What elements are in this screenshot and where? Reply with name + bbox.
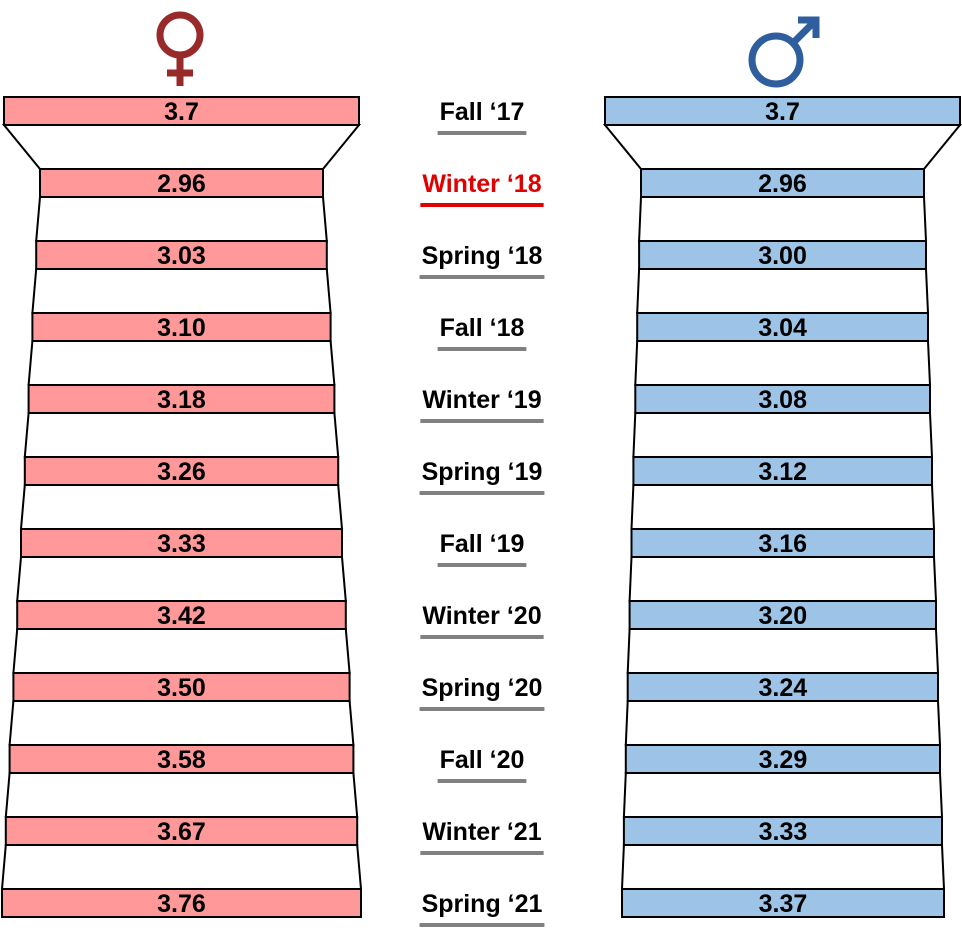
male-gpa-bar xyxy=(621,888,945,918)
term-label: Spring ‘19 xyxy=(422,458,543,486)
female-ladder-connector xyxy=(12,628,351,674)
male-symbol-icon xyxy=(748,16,820,88)
male-gpa-value: 3.33 xyxy=(759,818,808,846)
female-ladder-connector xyxy=(31,268,332,314)
female-ladder-connector xyxy=(16,556,347,602)
male-ladder-connector xyxy=(622,772,944,818)
female-gpa-bar xyxy=(39,168,324,198)
male-ladder-connector xyxy=(630,484,936,530)
male-gpa-bar xyxy=(640,168,925,198)
female-ladder-connector xyxy=(27,340,336,386)
male-ladder-connector xyxy=(628,556,938,602)
male-gpa-bar xyxy=(622,816,944,846)
female-gpa-value: 3.10 xyxy=(157,314,206,342)
female-gpa-value: 3.7 xyxy=(164,98,199,126)
female-gpa-value: 3.33 xyxy=(157,530,206,558)
female-gpa-bar xyxy=(35,240,328,270)
male-gpa-value: 3.20 xyxy=(758,602,807,630)
female-gpa-bar xyxy=(8,744,355,774)
female-gpa-value: 3.76 xyxy=(157,890,206,918)
term-label: Fall ‘18 xyxy=(440,314,525,342)
male-gpa-bar xyxy=(626,672,939,702)
female-gpa-value: 3.50 xyxy=(157,674,206,702)
female-gpa-bar xyxy=(16,600,347,630)
male-gpa-value: 3.37 xyxy=(759,890,808,918)
female-gpa-value: 2.96 xyxy=(157,170,206,198)
male-gpa-bar xyxy=(624,744,941,774)
term-label: Spring ‘20 xyxy=(422,674,543,702)
male-ladder-connector xyxy=(632,412,934,458)
female-gpa-bar xyxy=(23,456,340,486)
female-gpa-value: 3.03 xyxy=(157,242,206,270)
male-gpa-bar xyxy=(604,96,961,126)
female-gpa-bar xyxy=(4,816,359,846)
female-gpa-bar xyxy=(3,96,360,126)
female-gpa-value: 3.26 xyxy=(157,458,206,486)
male-gpa-value: 3.24 xyxy=(759,674,808,702)
female-gpa-value: 3.67 xyxy=(157,818,206,846)
female-ladder: 3.7 2.96 3.03 3.10 3.18 3.26 3.33 3.42 3.50 3.58 3… xyxy=(0,96,363,918)
male-ladder-connector xyxy=(634,340,932,386)
male-ladder-connector xyxy=(638,196,928,242)
female-ladder-connector xyxy=(4,772,359,818)
male-gpa-value: 3.12 xyxy=(758,458,807,486)
male-ladder-connector xyxy=(636,268,930,314)
term-label: Fall ‘19 xyxy=(440,530,525,558)
term-label: Winter ‘20 xyxy=(422,602,541,630)
term-label: Spring ‘21 xyxy=(422,890,543,918)
female-gpa-value: 3.42 xyxy=(157,602,206,630)
male-ladder-connector xyxy=(620,844,946,890)
male-gpa-value: 3.00 xyxy=(758,242,807,270)
male-ladder: 3.7 2.96 3.00 3.04 3.08 3.12 3.16 3.20 3.24 3.29 3… xyxy=(602,96,962,918)
male-gpa-value: 3.08 xyxy=(758,386,807,414)
female-gpa-bar xyxy=(1,888,362,918)
female-ladder-connector xyxy=(23,412,340,458)
male-gpa-bar xyxy=(630,528,935,558)
female-gpa-bar xyxy=(31,312,332,342)
term-label: Spring ‘18 xyxy=(422,242,543,270)
term-label: Fall ‘17 xyxy=(440,98,525,126)
male-ladder-connector xyxy=(624,700,942,746)
female-gpa-bar xyxy=(27,384,336,414)
female-ladder-connector xyxy=(1,124,362,170)
female-gpa-bar xyxy=(12,672,351,702)
male-gpa-bar xyxy=(632,456,934,486)
female-ladder-connector xyxy=(8,700,355,746)
male-gpa-value: 3.7 xyxy=(765,98,800,126)
female-ladder-connector xyxy=(35,196,328,242)
female-gpa-value: 3.18 xyxy=(157,386,206,414)
male-ladder-connector xyxy=(626,628,940,674)
male-gpa-value: 3.29 xyxy=(759,746,808,774)
male-gpa-bar xyxy=(636,312,929,342)
male-gpa-bar xyxy=(628,600,937,630)
female-symbol-icon xyxy=(156,11,204,86)
female-ladder-connector xyxy=(19,484,344,530)
term-labels: Fall ‘17 Winter ‘18 Spring ‘18 Fall ‘18 Wint… xyxy=(419,98,545,927)
term-label: Winter ‘19 xyxy=(422,386,541,414)
female-gpa-value: 3.58 xyxy=(157,746,206,774)
male-gpa-value: 3.04 xyxy=(758,314,807,342)
female-gpa-bar xyxy=(20,528,343,558)
male-gpa-bar xyxy=(638,240,927,270)
male-gpa-value: 2.96 xyxy=(758,170,807,198)
female-ladder-connector xyxy=(0,844,363,890)
term-label-highlighted: Winter ‘18 xyxy=(422,170,541,198)
term-label: Fall ‘20 xyxy=(440,746,525,774)
male-gpa-bar xyxy=(634,384,931,414)
male-ladder-connector xyxy=(602,124,962,170)
term-label: Winter ‘21 xyxy=(422,818,541,846)
male-gpa-value: 3.16 xyxy=(758,530,807,558)
